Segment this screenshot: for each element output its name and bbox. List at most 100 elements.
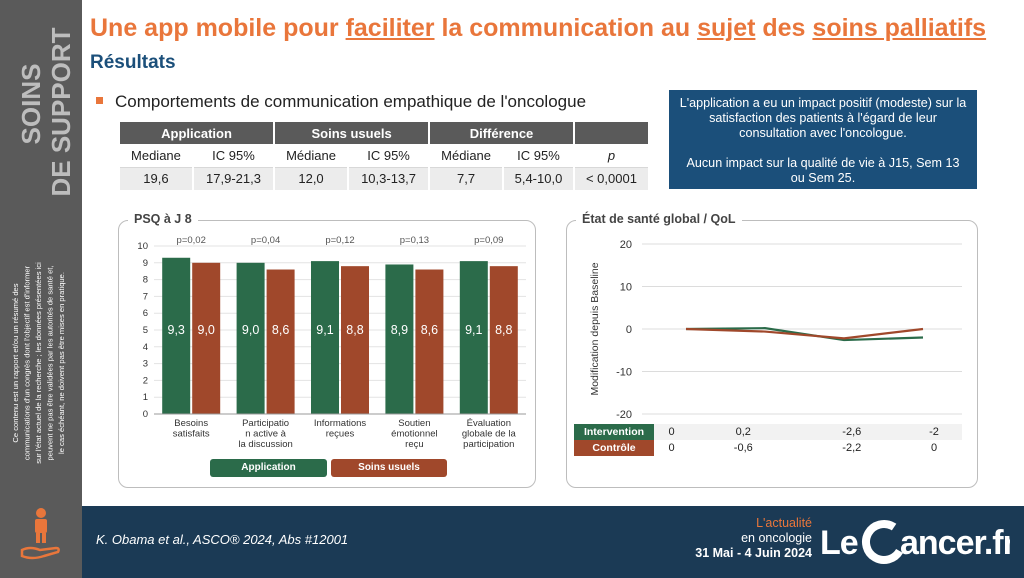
disclaimer-line: peuvent ne pas être validées par les aut… <box>46 265 55 460</box>
bar-value-label: 9,0 <box>242 323 259 337</box>
title-part: faciliter <box>345 14 435 42</box>
title-part: la communication au <box>434 14 698 42</box>
table-cell: 12,0 <box>273 167 348 190</box>
bar <box>266 269 295 414</box>
bar-value-label: 9,0 <box>198 323 215 337</box>
x-category-label: Informations <box>314 418 367 429</box>
footer: K. Obama et al., ASCO® 2024, Abs #12001 … <box>82 506 1024 578</box>
bar-value-label: 8,9 <box>391 323 408 337</box>
y-tick-label: 7 <box>143 291 148 302</box>
x-category-label: reçues <box>326 429 355 440</box>
table-group-header: Différence <box>428 122 574 144</box>
bar <box>236 262 265 414</box>
table-cell: 10,3-13,7 <box>346 167 430 190</box>
x-category-label: satisfaits <box>173 429 210 440</box>
sidebar-title-line2: DE SUPPORT <box>46 27 74 196</box>
bullet-text: Comportements de communication empathiqu… <box>115 92 587 111</box>
table-cell: -0,6 <box>733 442 753 454</box>
disclaimer-line: le cas échéant, ne doivent pas être mise… <box>57 272 66 454</box>
bar <box>459 261 488 414</box>
y-tick-label: 4 <box>143 342 148 353</box>
disclaimer-line: Ce contenu est un rapport et/ou un résum… <box>11 283 20 442</box>
table-group-header: Application <box>117 122 275 144</box>
page-title: Une app mobile pour faciliter la communi… <box>90 14 1020 43</box>
sidebar: SOINS DE SUPPORT Ce contenu est un rappo… <box>0 0 82 578</box>
row-label-controle: Contrôle <box>574 440 654 456</box>
conclusion-text-1: L'application a eu un impact positif (mo… <box>679 96 967 140</box>
table-cell: 19,6 <box>118 167 193 190</box>
x-category-label: émotionnel <box>391 429 437 440</box>
y-tick-label: 9 <box>143 258 148 269</box>
y-tick-label: 5 <box>143 325 148 336</box>
bar-value-label: 9,3 <box>168 323 185 337</box>
sidebar-title-line1: SOINS <box>16 64 46 145</box>
citation: K. Obama et al., ASCO® 2024, Abs #12001 <box>96 532 349 547</box>
table-cell: 17,9-21,3 <box>191 167 275 190</box>
qol-chart-title: État de santé global / QoL <box>576 212 742 226</box>
brand-dates: 31 Mai - 4 Juin 2024 <box>695 546 812 560</box>
table-cell: 7,7 <box>428 167 504 190</box>
x-category-label: n active à <box>245 429 286 440</box>
x-category-label: Besoins <box>174 418 208 429</box>
y-tick-label: 0 <box>626 324 632 336</box>
logo-text-le: Le <box>820 524 858 562</box>
bar <box>162 257 191 414</box>
y-tick-label: -10 <box>616 367 632 379</box>
series-line <box>685 327 924 340</box>
p-value-label: p=0,13 <box>400 235 429 246</box>
y-tick-label: 6 <box>143 308 148 319</box>
conclusion-text-2: Aucun impact sur la qualité de vie à J15… <box>686 156 960 185</box>
table-subheader: Mediane <box>118 144 193 168</box>
logo-c-shape <box>862 520 906 564</box>
disclaimer-line: communications d'un congrès dont l'objec… <box>23 265 32 460</box>
logo-text-cancer: ancer.fr <box>900 524 1010 562</box>
table-subheader: IC 95% <box>502 144 574 168</box>
table-subheader: IC 95% <box>346 144 430 168</box>
page-subtitle: Résultats <box>90 52 176 73</box>
bar-value-label: 9,1 <box>465 323 482 337</box>
psq-chart-panel <box>118 220 536 488</box>
bar-value-label: 8,6 <box>272 323 289 337</box>
brand-tagline: L'actualité en oncologie 31 Mai - 4 Juin… <box>622 516 812 561</box>
psq-bar-chart: 0 1 2 3 4 5 6 7 8 9 10 9,3 9,0 p=0,02 Besoinssatisfait… <box>137 235 526 450</box>
table-group-header <box>572 122 648 144</box>
y-tick-label: 0 <box>143 409 148 420</box>
table-cell: 0 <box>930 442 938 454</box>
title-part: soins palliatifs <box>812 14 987 42</box>
bar-value-label: 8,8 <box>495 323 512 337</box>
y-tick-label: 8 <box>143 275 148 286</box>
p-value-label: p=0,09 <box>474 235 503 246</box>
table-cell: 0 <box>668 442 675 454</box>
x-category-label: la discussion <box>238 439 292 450</box>
conclusion-box: L'application a eu un impact positif (mo… <box>669 90 977 189</box>
y-axis-label: Modification depuis Baseline <box>589 262 601 395</box>
bar-value-label: 8,8 <box>346 323 363 337</box>
title-part: sujet <box>697 14 756 42</box>
bar <box>415 269 444 414</box>
table-group-header: Soins usuels <box>273 122 430 144</box>
y-tick-label: -20 <box>616 409 632 421</box>
table-subheader: Médiane <box>428 144 504 168</box>
bullet-point: Comportements de communication empathiqu… <box>96 92 586 112</box>
table-cell: < 0,0001 <box>572 167 648 190</box>
x-category-label: participation <box>463 439 514 450</box>
x-category-label: Soutien <box>398 418 430 429</box>
table-cell: -2,6 <box>797 424 907 440</box>
bar <box>385 264 414 414</box>
table-cell: -2,2 <box>842 442 862 454</box>
bar <box>341 266 369 414</box>
bar <box>489 266 518 414</box>
row-label-intervention: Intervention <box>574 424 654 440</box>
x-category-label: Évaluation <box>467 418 511 429</box>
title-part: des <box>755 14 813 42</box>
bullet-square-icon <box>96 97 103 105</box>
table-subheader: Médiane <box>273 144 348 168</box>
title-part: Une app mobile pour <box>90 14 346 42</box>
y-tick-label: 10 <box>620 282 632 294</box>
brand-line2: en oncologie <box>741 531 812 545</box>
y-tick-label: 1 <box>143 392 148 403</box>
lecancer-logo[interactable]: Le ancer.fr <box>820 516 1017 566</box>
legend-application: Application <box>210 459 327 477</box>
bar <box>311 261 339 414</box>
